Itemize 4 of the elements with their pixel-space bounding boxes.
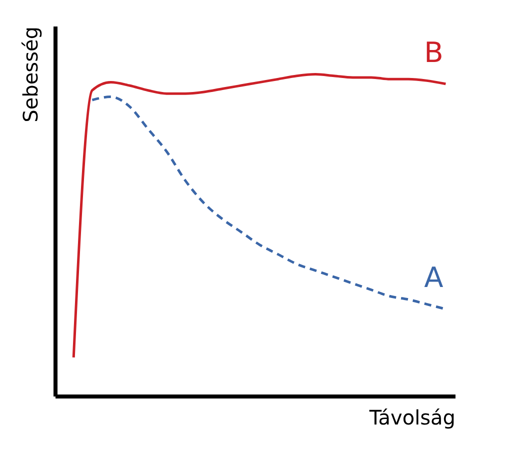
series-label: A xyxy=(424,261,444,294)
series-label: B xyxy=(424,36,444,69)
x-axis-title: Távolság xyxy=(368,406,456,430)
y-axis-title: Sebesség xyxy=(18,26,42,122)
